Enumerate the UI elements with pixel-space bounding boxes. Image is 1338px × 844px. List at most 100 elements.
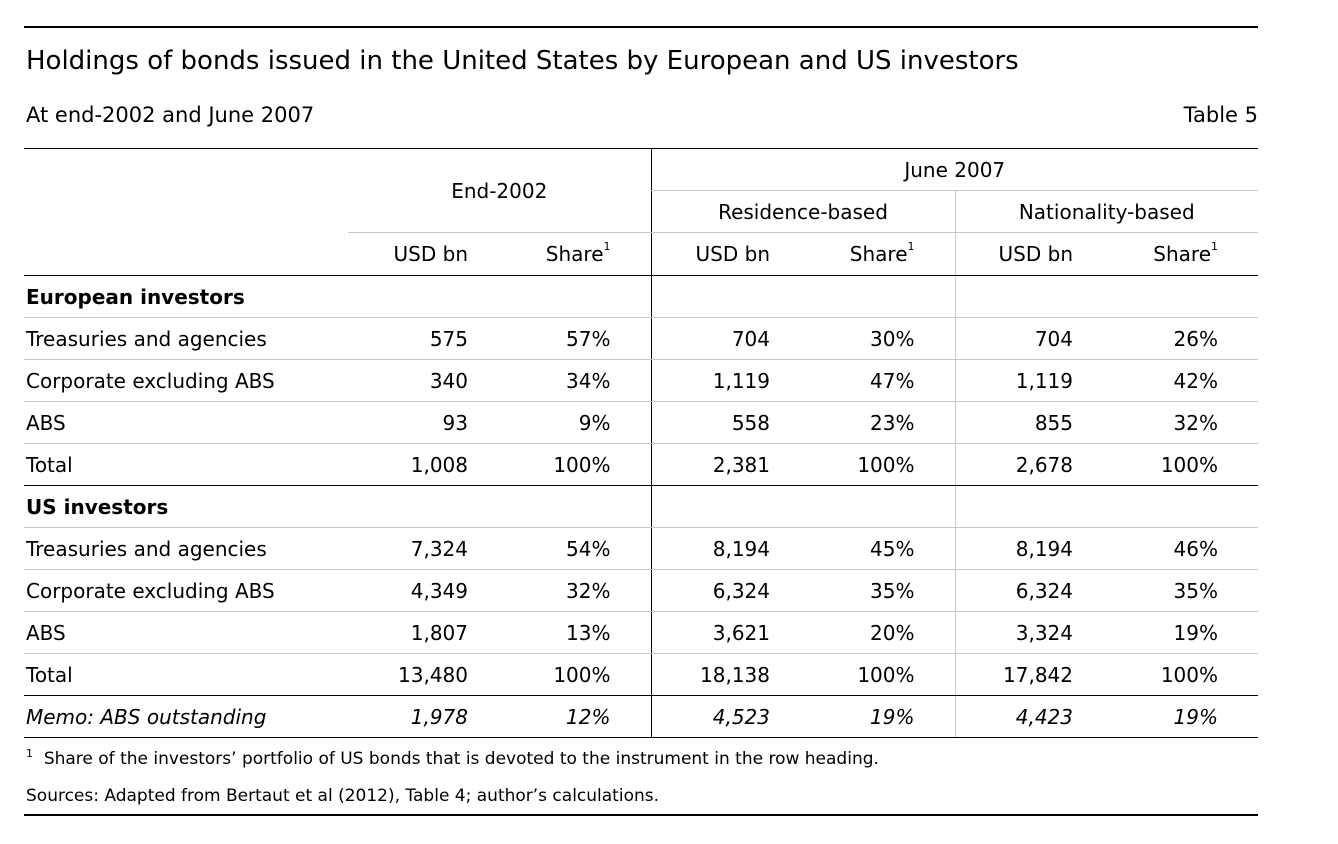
empty-cell [348,275,470,318]
table-title: Holdings of bonds issued in the United S… [26,46,1019,76]
col-header-usd: USD bn [348,232,470,276]
table-cell: 46% [1075,527,1258,570]
col-group-june2007: June 2007 [650,148,1258,191]
table-cell: 1,008 [348,443,470,486]
empty-cell [650,485,772,528]
row-label: Memo: ABS outstanding [24,695,348,738]
table-cell: 100% [470,653,651,696]
table-cell: 18,138 [650,653,772,696]
table-cell: 558 [650,401,772,444]
col-header-share: Share1 [1075,232,1258,276]
table-cell: 1,807 [348,611,470,654]
table-cell: 4,349 [348,569,470,612]
table-row: ABS 93 9% 558 23% 855 32% [24,401,1258,444]
empty-cell [470,275,651,318]
table-cell: 3,324 [954,611,1075,654]
empty-cell [1075,485,1258,528]
empty-cell [1075,275,1258,318]
table-cell: 100% [772,443,955,486]
col-group-nationality: Nationality-based [954,190,1258,233]
table-cell: 9% [470,401,651,444]
section-header-row: European investors [24,275,1258,318]
row-label: Corporate excluding ABS [24,569,348,612]
table-cell: 1,978 [348,695,470,738]
empty-cell [954,485,1075,528]
col-header-usd: USD bn [954,232,1075,276]
table-cell: 4,423 [954,695,1075,738]
col-header-usd-text: USD bn [998,242,1073,266]
table-cell: 100% [1075,443,1258,486]
table-cell: 704 [954,317,1075,360]
header-row-2: Residence-based Nationality-based [24,190,1258,233]
footnote-mark: 1 [26,747,33,760]
table-row: Corporate excluding ABS 4,349 32% 6,324 35% 6… [24,569,1258,612]
col-header-usd-text: USD bn [393,242,468,266]
col-header-share-text: Share [545,242,604,266]
table-cell: 20% [772,611,955,654]
table-cell: 1,119 [650,359,772,402]
empty-cell [650,275,772,318]
table-cell: 42% [1075,359,1258,402]
col-header-share-text: Share [849,242,908,266]
table-cell: 100% [772,653,955,696]
table-cell: 340 [348,359,470,402]
bond-holdings-table: End-2002 June 2007 Residence-based Natio… [24,148,1258,738]
table-cell: 19% [1075,695,1258,738]
footnote-text: Share of the investors’ portfolio of US … [43,749,879,769]
table-cell: 1,119 [954,359,1075,402]
table-row: Treasuries and agencies 7,324 54% 8,194 45% 8… [24,527,1258,570]
table-cell: 6,324 [954,569,1075,612]
row-label: Corporate excluding ABS [24,359,348,402]
table-cell: 3,621 [650,611,772,654]
table-cell: 6,324 [650,569,772,612]
empty-cell [470,485,651,528]
row-label: ABS [24,401,348,444]
document-page: Holdings of bonds issued in the United S… [24,0,1258,844]
table-cell: 32% [470,569,651,612]
footnote-mark: 1 [1211,240,1218,253]
table-cell: 575 [348,317,470,360]
table-cell: 12% [470,695,651,738]
table-cell: 23% [772,401,955,444]
table-cell: 57% [470,317,651,360]
table-cell: 8,194 [954,527,1075,570]
footnote-mark: 1 [907,240,915,253]
header-row-3: USD bn Share1 USD bn Share1 USD bn Share… [24,232,1258,276]
table-cell: 54% [470,527,651,570]
row-label: Treasuries and agencies [24,317,348,360]
table-cell: 34% [470,359,651,402]
table-cell: 8,194 [650,527,772,570]
header-row-1: End-2002 June 2007 [24,148,1258,233]
col-group-end2002: End-2002 [348,148,651,233]
table-cell: 704 [650,317,772,360]
row-label: Total [24,653,348,696]
top-rule [24,26,1258,28]
col-group-residence: Residence-based [650,190,955,233]
table-cell: 32% [1075,401,1258,444]
table-cell: 19% [1075,611,1258,654]
table-row: Treasuries and agencies 575 57% 704 30% 704 26… [24,317,1258,360]
empty-cell [954,275,1075,318]
col-header-usd-text: USD bn [695,242,770,266]
empty-cell [348,485,470,528]
table-row: Corporate excluding ABS 340 34% 1,119 47% 1,1… [24,359,1258,402]
table-cell: 30% [772,317,955,360]
section-label: US investors [24,485,348,528]
table-cell: 35% [772,569,955,612]
table-cell: 100% [470,443,651,486]
col-header-share: Share1 [470,232,651,276]
footnote: 1 Share of the investors’ portfolio of U… [26,747,879,769]
table-cell: 93 [348,401,470,444]
table-cell: 35% [1075,569,1258,612]
bottom-rule [24,814,1258,816]
footnote-mark: 1 [603,240,611,253]
table-cell: 19% [772,695,955,738]
table-cell: 26% [1075,317,1258,360]
row-label: Total [24,443,348,486]
table-cell: 47% [772,359,955,402]
row-label: ABS [24,611,348,654]
table-subtitle: At end-2002 and June 2007 [26,103,315,127]
table-cell: 2,381 [650,443,772,486]
empty-cell [772,485,955,528]
table-cell: 45% [772,527,955,570]
